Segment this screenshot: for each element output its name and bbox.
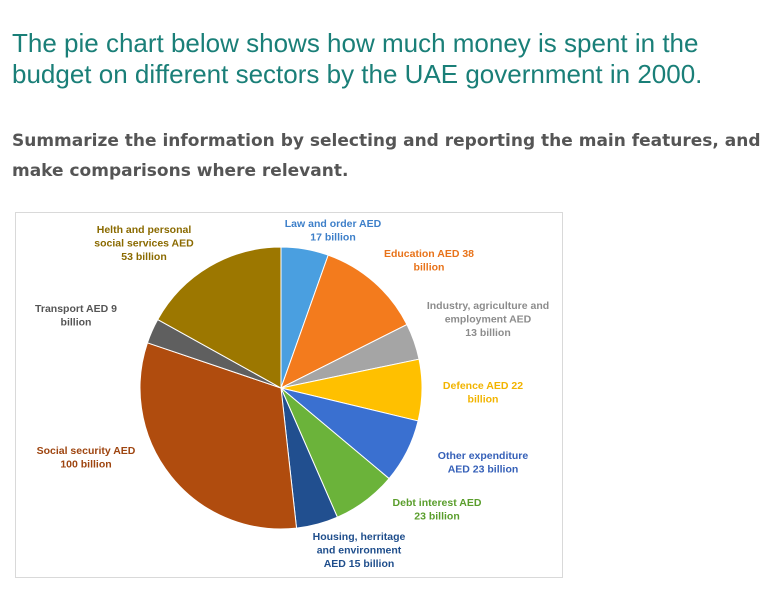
slice-label-housing-herritage-and-environment: Housing, herritage and environment AED 15 …	[313, 531, 406, 570]
prompt-title: The pie chart below shows how much money…	[12, 28, 703, 89]
slice-label-law-and-order: Law and order AED 17 billion	[285, 218, 382, 244]
slice-label-social-security: Social security AED 100 billion	[37, 445, 136, 471]
slice-label-helth-and-personal-social-services: Helth and personal social services AED 53 …	[94, 224, 194, 263]
slice-label-transport: Transport AED 9 billion	[35, 303, 117, 329]
pie-chart-frame: Law and order AED 17 billion Education AED…	[15, 212, 563, 578]
pie-slice-helth-and-personal-social-services	[157, 246, 282, 389]
slice-label-debt-interest: Debt interest AED 23 billion	[393, 497, 482, 523]
slice-label-other-expenditure: Other expenditure AED 23 billion	[438, 450, 529, 476]
slice-label-defence: Defence AED 22 billion	[443, 380, 523, 406]
slice-label-industry-agriculture-and-employment: Industry, agriculture and employment AED 1…	[427, 300, 549, 339]
slice-label-education: Education AED 38 billion	[384, 248, 474, 274]
pie-slice-social-security	[139, 342, 298, 530]
prompt-instructions: Summarize the information by selecting a…	[12, 131, 761, 181]
pie-slice-education	[280, 254, 408, 390]
